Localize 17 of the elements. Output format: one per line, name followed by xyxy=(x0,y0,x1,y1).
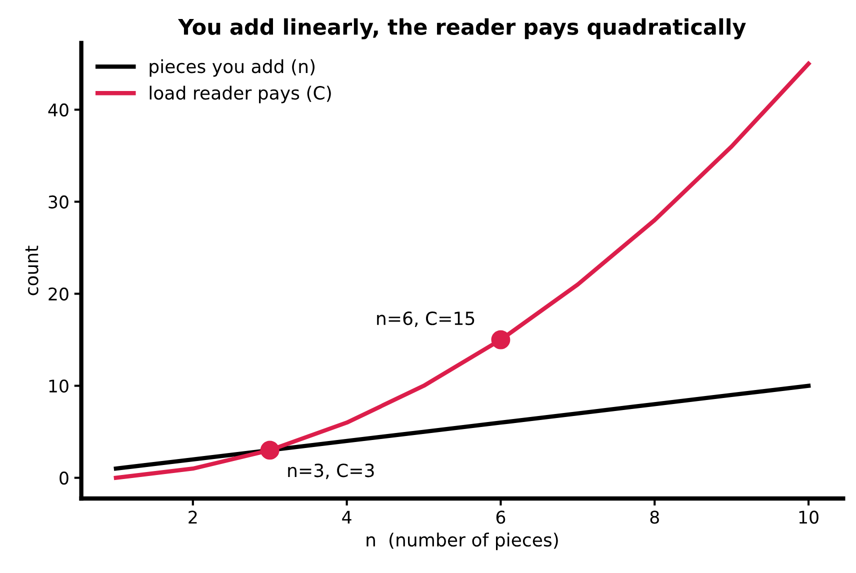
y-tick-label: 0 xyxy=(60,472,68,485)
x-tick-label: 2 xyxy=(188,510,197,524)
y-tick-label: 40 xyxy=(48,103,68,117)
x-tick-label: 10 xyxy=(799,510,818,524)
x-tick-label: 4 xyxy=(342,510,352,524)
y-axis-title: count xyxy=(25,246,38,296)
annotation: n=6, C=15 xyxy=(377,311,474,327)
y-tick-label: 10 xyxy=(49,379,68,393)
legend-label: pieces you add (n) xyxy=(150,59,315,77)
annotation: n=3, C=3 xyxy=(288,464,374,480)
chart-title: You add linearly, the reader pays quadratically xyxy=(178,18,746,40)
x-axis-title: n (number of pieces) xyxy=(366,532,558,550)
y-tick-label: 20 xyxy=(48,287,68,301)
x-tick-label: 6 xyxy=(496,510,506,524)
legend-label: load reader pays (C) xyxy=(150,86,331,104)
x-tick-label: 8 xyxy=(650,510,659,524)
y-tick-label: 30 xyxy=(48,195,68,209)
